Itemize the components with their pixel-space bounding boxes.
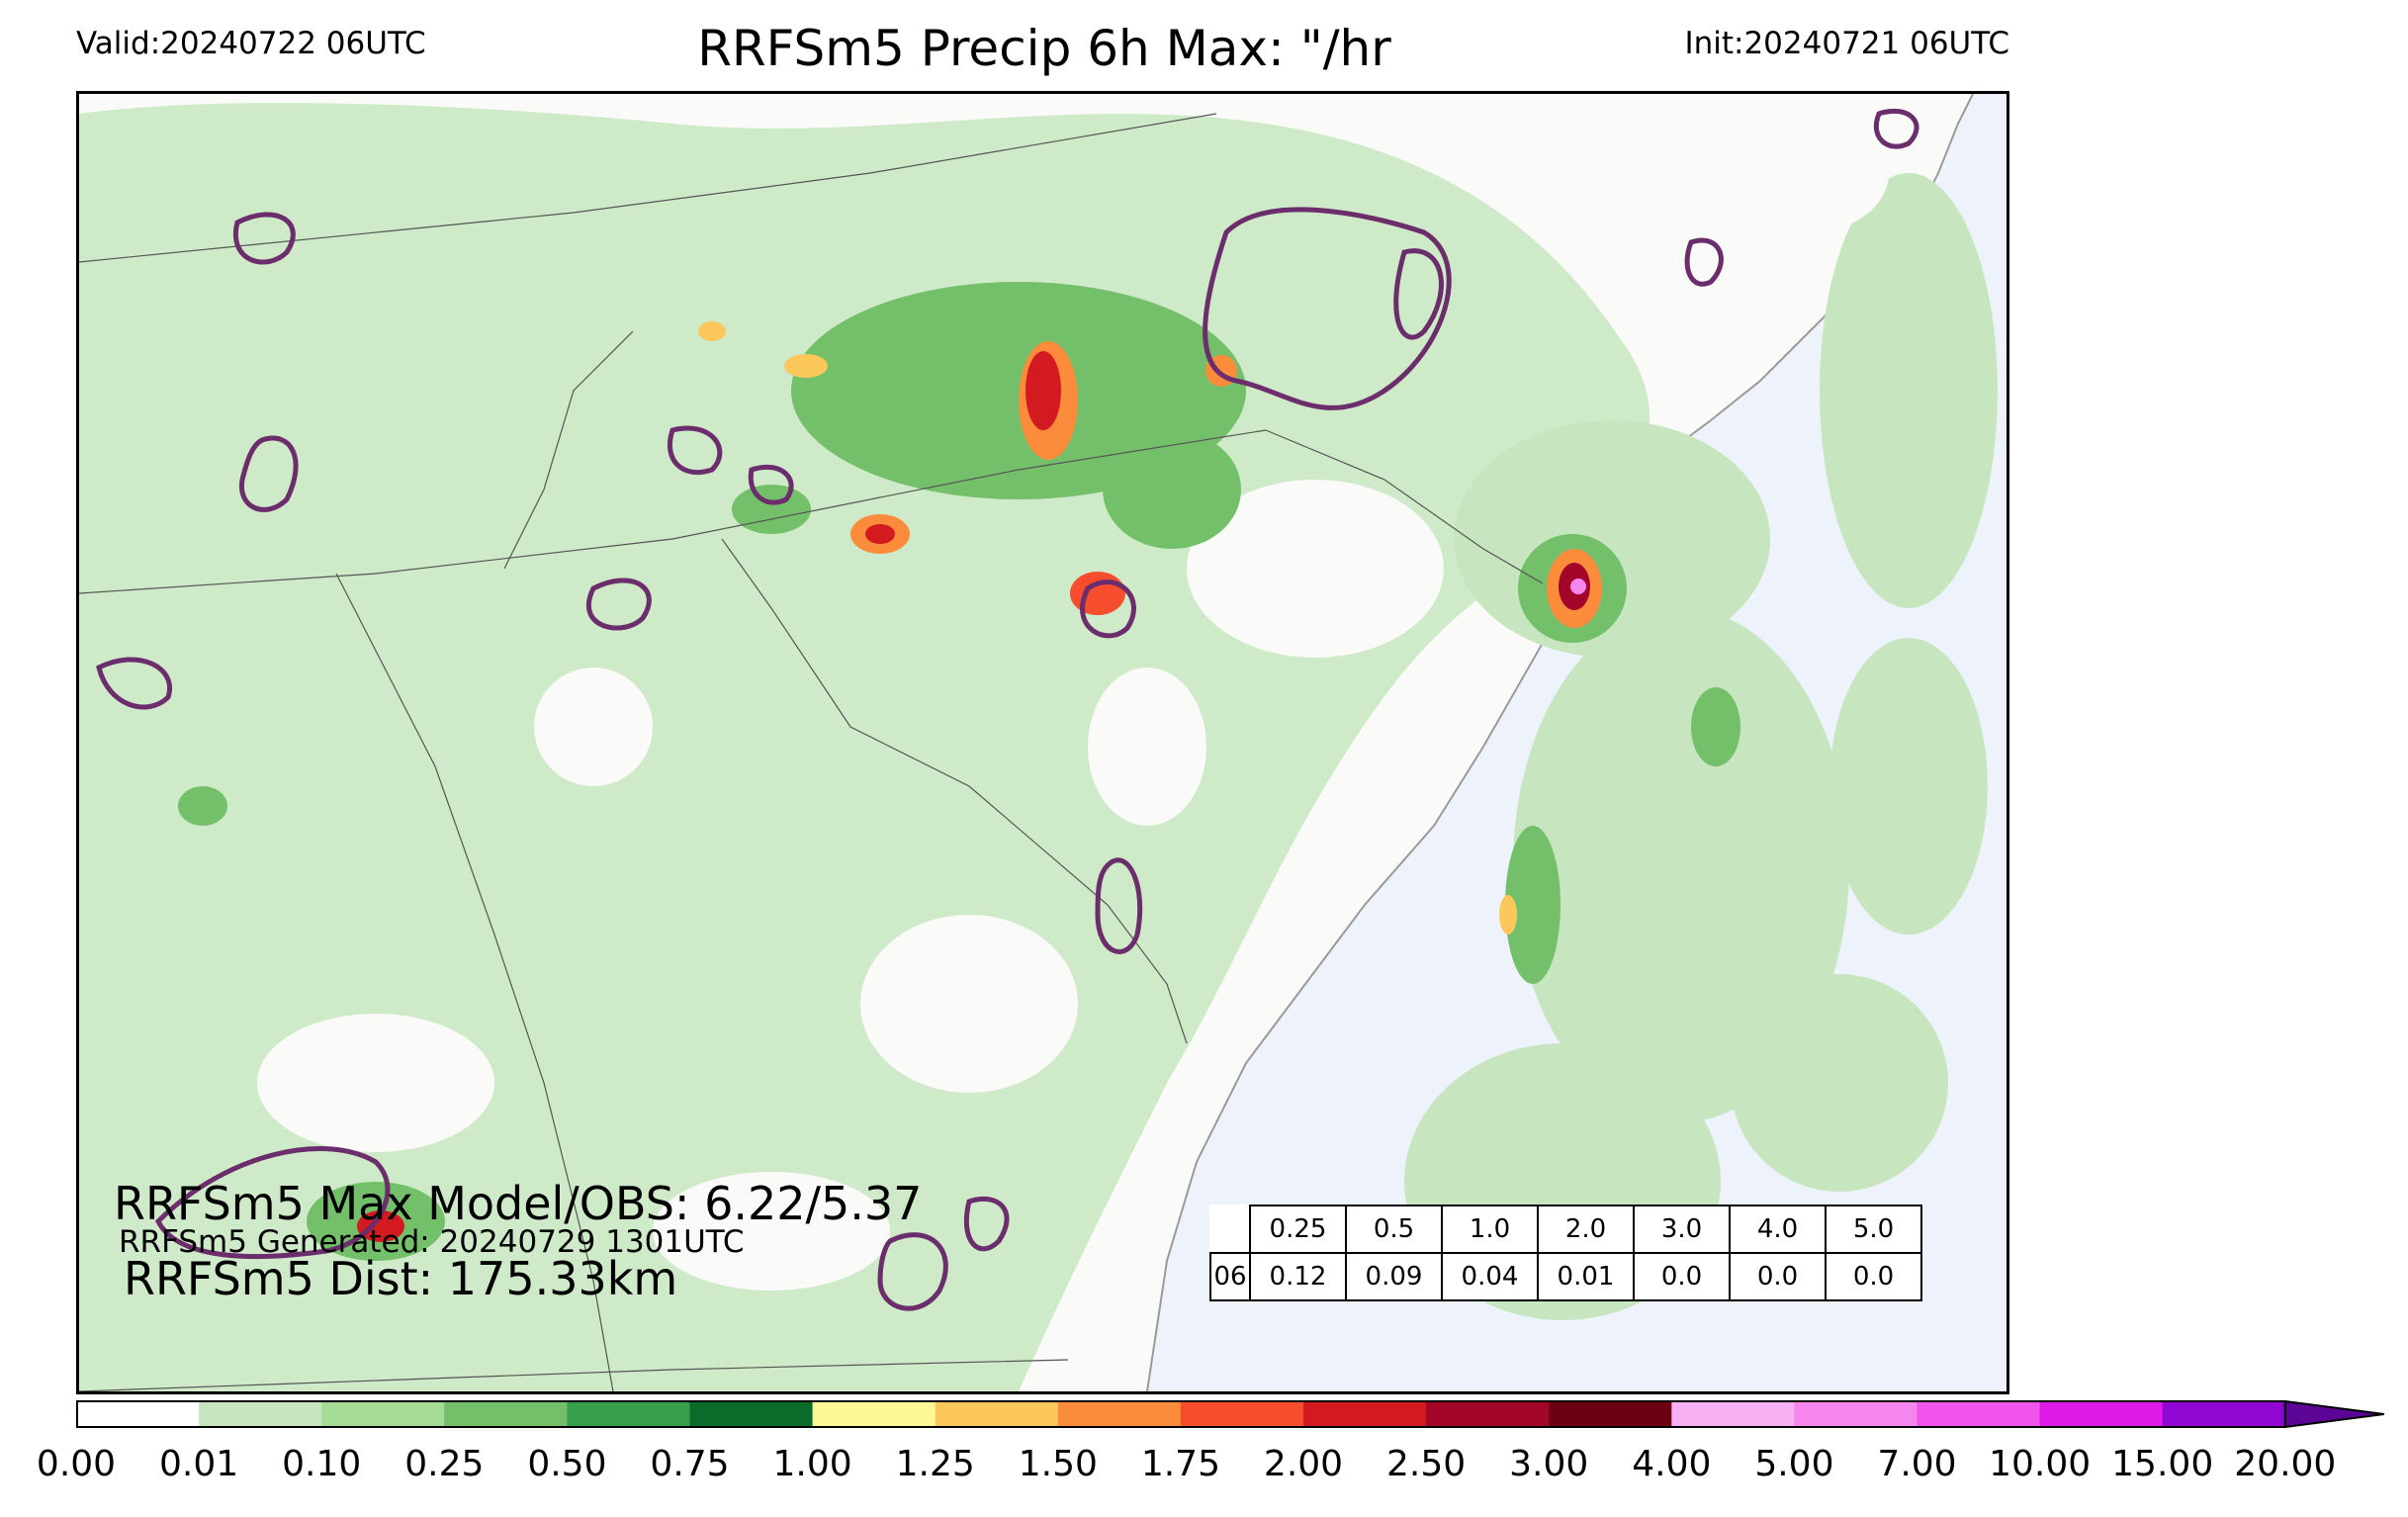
- threshold-cell: 0.5: [1345, 1205, 1443, 1254]
- colorbar-tick-label: 1.25: [895, 1444, 975, 1484]
- colorbar-segment: [1794, 1401, 1917, 1427]
- colorbar-tick-label: 0.25: [404, 1444, 485, 1484]
- map-title: RRFSm5 Precip 6h Max: "/hr: [697, 20, 1391, 77]
- colorbar-segment: [1426, 1401, 1550, 1427]
- colorbar-segment: [199, 1401, 322, 1427]
- score-value-cell: 0.0: [1825, 1252, 1922, 1301]
- colorbar-segment: [321, 1401, 445, 1427]
- colorbar-segment: [1057, 1401, 1182, 1427]
- colorbar: [76, 1399, 2384, 1429]
- colorbar-tick-label: 0.50: [527, 1444, 607, 1484]
- colorbar-tick-label: 0.00: [36, 1444, 117, 1484]
- threshold-cell: 2.0: [1537, 1205, 1635, 1254]
- score-threshold-row: 0.25 0.5 1.0 2.0 3.0 4.0 5.0: [1210, 1205, 1922, 1254]
- distance-text: RRFSm5 Dist: 175.33km: [124, 1252, 678, 1305]
- colorbar-segment: [1180, 1401, 1304, 1427]
- colorbar-tick-label: 0.10: [282, 1444, 362, 1484]
- colorbar-tick-label: 3.00: [1509, 1444, 1589, 1484]
- colorbar-segment: [689, 1401, 814, 1427]
- score-corner: [1210, 1205, 1250, 1253]
- threshold-cell: 1.0: [1441, 1205, 1539, 1254]
- colorbar-tick-label: 1.75: [1140, 1444, 1220, 1484]
- score-table: 0.25 0.5 1.0 2.0 3.0 4.0 5.0 06 0.12 0.0…: [1209, 1205, 1922, 1301]
- moderate-precip-cores: [178, 282, 1740, 1261]
- colorbar-tick-label: 10.00: [1989, 1444, 2092, 1484]
- colorbar-segment: [1303, 1401, 1427, 1427]
- score-value-cell: 0.01: [1537, 1252, 1635, 1301]
- colorbar-segment: [1549, 1401, 1672, 1427]
- colorbar-segment: [1671, 1401, 1795, 1427]
- colorbar-segment: [935, 1401, 1059, 1427]
- colorbar-tick-label: 1.50: [1018, 1444, 1098, 1484]
- colorbar-segment: [1917, 1401, 2041, 1427]
- colorbar-tick-label: 2.50: [1386, 1444, 1467, 1484]
- score-value-cell: 0.12: [1249, 1252, 1347, 1301]
- precip-map: [76, 91, 2009, 1394]
- score-value-cell: 0.0: [1633, 1252, 1731, 1301]
- observed-precip-contours: [96, 108, 1919, 1311]
- colorbar-extend-arrow: [2283, 1399, 2384, 1429]
- colorbar-segment: [76, 1401, 200, 1427]
- state-borders: [79, 113, 1544, 1391]
- colorbar-tick-label: 15.00: [2111, 1444, 2214, 1484]
- colorbar-segment: [2162, 1401, 2286, 1427]
- score-value-cell: 0.0: [1729, 1252, 1827, 1301]
- colorbar-tick-label: 5.00: [1754, 1444, 1834, 1484]
- threshold-cell: 0.25: [1249, 1205, 1347, 1254]
- colorbar-tick-label: 1.00: [772, 1444, 852, 1484]
- dry-areas: [257, 114, 1889, 1291]
- threshold-cell: 3.0: [1633, 1205, 1731, 1254]
- colorbar-segment: [567, 1401, 690, 1427]
- colorbar-tick-label: 0.75: [650, 1444, 730, 1484]
- valid-time: Valid:20240722 06UTC: [76, 26, 426, 61]
- threshold-cell: 4.0: [1729, 1205, 1827, 1254]
- colorbar-segment: [444, 1401, 568, 1427]
- threshold-cell: 5.0: [1825, 1205, 1922, 1254]
- score-value-row: 06 0.12 0.09 0.04 0.01 0.0 0.0 0.0: [1209, 1252, 1922, 1301]
- colorbar-tick-label: 2.00: [1263, 1444, 1344, 1484]
- colorbar-tick-label: 20.00: [2234, 1444, 2337, 1484]
- colorbar-tick-label: 0.01: [159, 1444, 239, 1484]
- max-model-obs-text: RRFSm5 Max Model/OBS: 6.22/5.37: [114, 1177, 923, 1230]
- init-time: Init:20240721 06UTC: [1684, 26, 2009, 61]
- score-value-cell: 0.09: [1345, 1252, 1443, 1301]
- colorbar-segment: [2039, 1401, 2164, 1427]
- score-hour-cell: 06: [1209, 1252, 1251, 1301]
- map-canvas: [79, 94, 2007, 1391]
- heavy-precip-cores: [357, 321, 1602, 1242]
- score-value-cell: 0.04: [1441, 1252, 1539, 1301]
- colorbar-tick-label: 7.00: [1877, 1444, 1957, 1484]
- generated-time-text: RRFSm5 Generated: 20240729 1301UTC: [119, 1224, 745, 1260]
- colorbar-border: [76, 1400, 2286, 1428]
- colorbar-segment: [812, 1401, 936, 1427]
- colorbar-tick-label: 4.00: [1632, 1444, 1712, 1484]
